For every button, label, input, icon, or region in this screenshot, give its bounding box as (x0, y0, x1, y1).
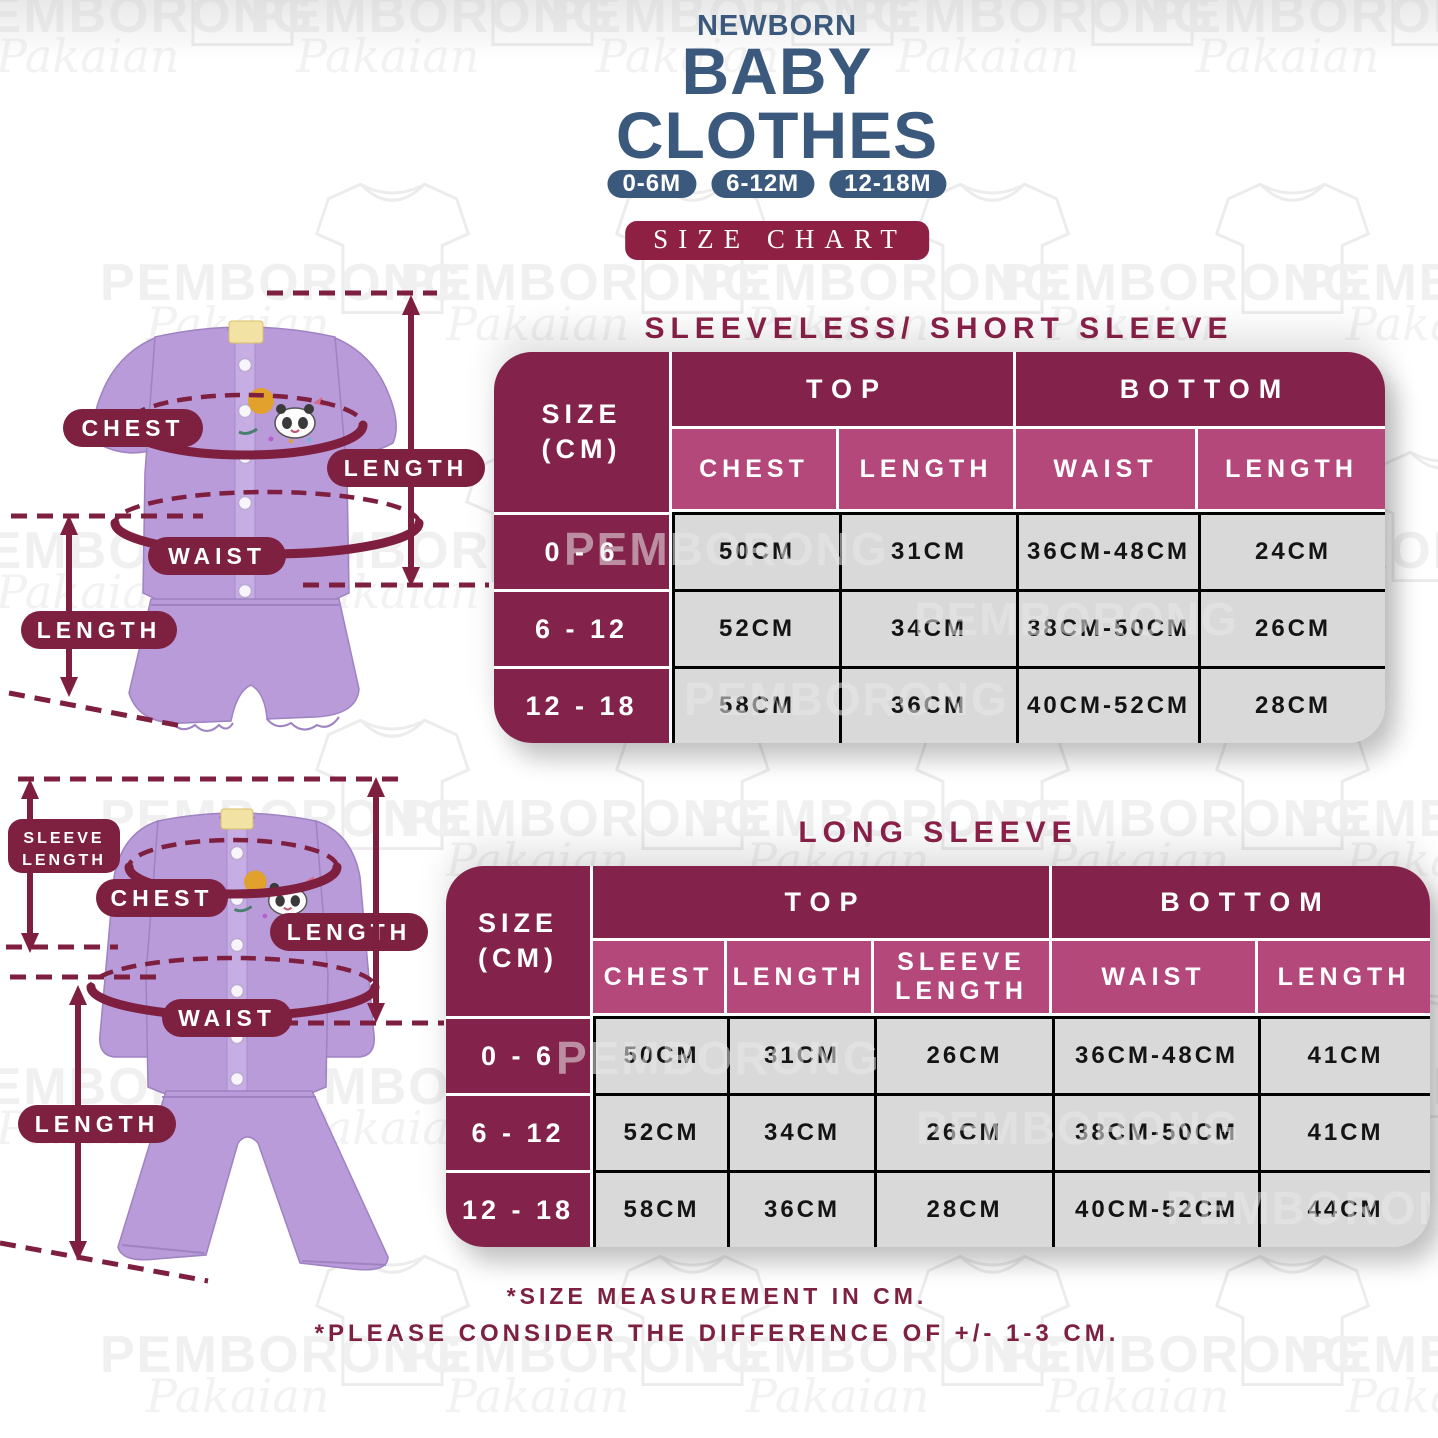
age-badge-0-6m: 0-6M (607, 170, 697, 198)
chest-label-pill (96, 879, 228, 917)
top-length-label: LENGTH (344, 455, 469, 481)
table-cell: 41CM (1258, 1093, 1430, 1170)
table-cell: 26CM (874, 1016, 1052, 1093)
sleeve-length-label-pill (8, 819, 120, 873)
pants-length-label: LENGTH (35, 1111, 160, 1137)
table-cell: 26CM (874, 1093, 1052, 1170)
top-length-label-pill (327, 449, 485, 487)
age-badge-12-18m: 12-18M (829, 170, 947, 198)
short-sleeve-outfit-figure: CHEST LENGTH WAIST LENGTH (8, 290, 489, 732)
table-cell: 36CM-48CM (1052, 1016, 1258, 1093)
pants-hem-dash (0, 1240, 209, 1284)
waist-label: WAIST (178, 1005, 276, 1031)
left-pant-hem (121, 1244, 205, 1254)
size-header-label: SIZE (477, 908, 558, 938)
column-header-waist: WAIST (1016, 429, 1198, 512)
footnote-tolerance: *PLEASE CONSIDER THE DIFFERENCE OF +/- 1… (314, 1320, 1120, 1347)
table-cell: 41CM (1258, 1016, 1430, 1093)
table-title-sleeveless: SLEEVELESS/ SHORT SLEEVE (644, 312, 1234, 345)
table-cell: 28CM (1198, 666, 1385, 743)
short-sleeve-outfit-photo (93, 320, 397, 732)
table-cell: 36CM (727, 1170, 874, 1247)
table-cell: 38CM-50CM (1052, 1093, 1258, 1170)
top-shadow-gradient (0, 0, 1438, 60)
table-cell: 58CM (672, 666, 839, 743)
group-header-top: TOP (593, 866, 1052, 941)
table-cell: 52CM (593, 1093, 727, 1170)
table-cell: 31CM (727, 1016, 874, 1093)
column-header-waist: WAIST (1052, 941, 1258, 1016)
long-sleeve-size-table: SIZE (CM) TOP BOTTOM CHEST LENGTH SLEEVE… (446, 866, 1430, 1247)
sleeveless-size-table: SIZE (CM) TOP BOTTOM CHEST LENGTH WAIST … (494, 352, 1385, 743)
size-header-unit: (CM) (541, 434, 622, 464)
column-header-top-length: LENGTH (727, 941, 874, 1016)
neck-tag (220, 808, 254, 830)
size-row-label: 12 - 18 (494, 666, 672, 743)
size-header-cell: SIZE (CM) (446, 866, 593, 1016)
table-cell: 26CM (1198, 589, 1385, 666)
group-header-bottom: BOTTOM (1016, 352, 1385, 429)
top-length-label: LENGTH (287, 919, 412, 945)
column-header-chest: CHEST (593, 941, 727, 1016)
shorts-hem-dash (8, 690, 188, 730)
table-cell: 34CM (839, 589, 1016, 666)
top-length-label-pill (270, 913, 428, 951)
size-header-unit: (CM) (478, 943, 558, 973)
table-cell: 38CM-50CM (1016, 589, 1198, 666)
group-header-top: TOP (672, 352, 1016, 429)
size-row-label: 0 - 6 (494, 512, 672, 589)
sleeve-length-label-line1: SLEEVE (23, 830, 104, 847)
size-header-label: SIZE (541, 399, 622, 429)
size-row-label: 6 - 12 (446, 1093, 593, 1170)
chest-label-pill (63, 409, 203, 447)
shorts-length-label-pill (21, 611, 177, 649)
table-cell: 52CM (672, 589, 839, 666)
table-cell: 50CM (593, 1016, 727, 1093)
table-cell: 24CM (1198, 512, 1385, 589)
age-badge-6-12m: 6-12M (711, 170, 815, 198)
table-cell: 34CM (727, 1093, 874, 1170)
size-row-label: 12 - 18 (446, 1170, 593, 1247)
waist-label: WAIST (168, 543, 266, 569)
chest-label: CHEST (82, 415, 185, 441)
table-cell: 36CM (839, 666, 1016, 743)
table-cell: 40CM-52CM (1052, 1170, 1258, 1247)
age-badge-row: 0-6M 6-12M 12-18M (607, 170, 947, 198)
chest-label: CHEST (111, 885, 214, 911)
size-row-label: 0 - 6 (446, 1016, 593, 1093)
left-cuff-ruffle (170, 720, 234, 732)
table-cell: 28CM (874, 1170, 1052, 1247)
long-sleeve-outfit-figure: SLEEVE LENGTH CHEST LENGTH WAIST LENGTH (0, 776, 444, 1284)
size-chart-ribbon: SIZE CHART (625, 221, 929, 260)
table-cell: 36CM-48CM (1016, 512, 1198, 589)
table-title-long-sleeve: LONG SLEEVE (798, 816, 1078, 849)
size-header-cell: SIZE (CM) (494, 352, 672, 512)
table-cell: 44CM (1258, 1170, 1430, 1247)
table-cell: 31CM (839, 512, 1016, 589)
table-cell: 50CM (672, 512, 839, 589)
column-header-top-length: LENGTH (839, 429, 1016, 512)
group-header-bottom: BOTTOM (1052, 866, 1430, 941)
shorts-length-label: LENGTH (37, 617, 162, 643)
column-header-sleeve-length: SLEEVE LENGTH (874, 941, 1052, 1016)
table-cell: 40CM-52CM (1016, 666, 1198, 743)
column-header-bottom-length: LENGTH (1258, 941, 1430, 1016)
size-row-label: 6 - 12 (494, 589, 672, 666)
pants-length-label-pill (18, 1105, 176, 1143)
shorts (128, 598, 360, 724)
page-title-line2: CLOTHES (615, 98, 939, 172)
neck-tag (228, 320, 264, 344)
footnote-measurement-unit: *SIZE MEASUREMENT IN CM. (506, 1283, 928, 1309)
table-cell: 58CM (593, 1170, 727, 1247)
column-header-chest: CHEST (672, 429, 839, 512)
page-title-line1: BABY (681, 34, 873, 108)
column-header-bottom-length: LENGTH (1198, 429, 1385, 512)
sleeve-length-label-line2: LENGTH (22, 852, 106, 869)
